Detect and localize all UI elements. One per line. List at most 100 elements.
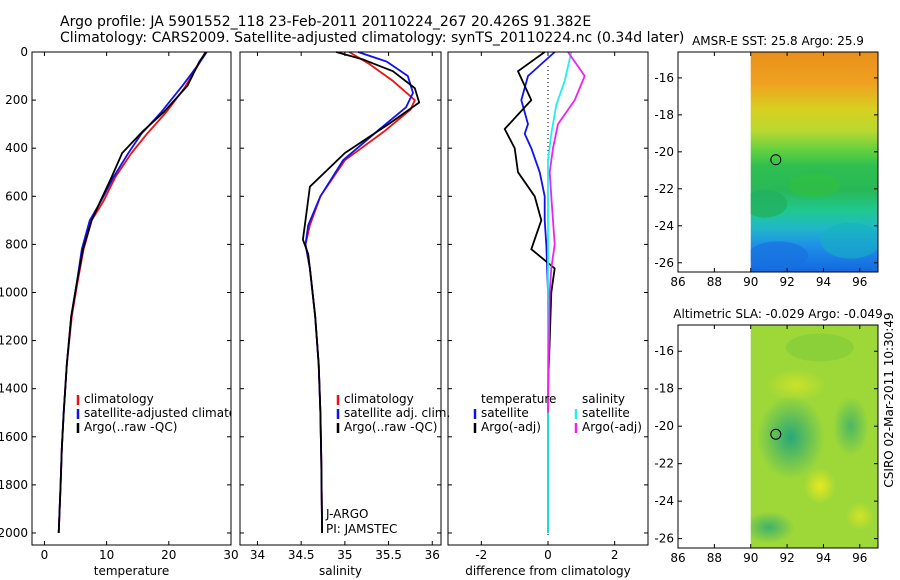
x-axis-label: temperature xyxy=(94,564,169,578)
x-tick-label: 10 xyxy=(99,548,114,562)
sla-low-eddy xyxy=(756,395,825,480)
x-tick-label: 0 xyxy=(41,548,49,562)
x-tick-label: 90 xyxy=(743,551,758,565)
y-tick-label: -24 xyxy=(654,219,674,233)
series-argo-raw-qc- xyxy=(57,51,207,534)
x-tick-label: 20 xyxy=(161,548,176,562)
difference-legend-temp-label: Argo(-adj) xyxy=(481,420,541,434)
x-tick-label: 2 xyxy=(611,548,619,562)
map-frame xyxy=(677,51,879,273)
y-tick-label: -16 xyxy=(654,344,674,358)
difference-legend-sal-label: Argo(-adj) xyxy=(582,420,642,434)
difference-legend-sal-label: satellite xyxy=(582,406,630,420)
y-tick-label: 600 xyxy=(5,189,28,203)
sst-anomaly xyxy=(820,222,879,259)
x-tick-label: 0 xyxy=(544,548,552,562)
x-tick-label: 30 xyxy=(223,548,238,562)
y-tick-label: -24 xyxy=(654,494,674,508)
salinity-legend-label: Argo(..raw -QC) xyxy=(344,420,437,434)
timestamp-text: CSIRO 02-Mar-2011 10:30:49 xyxy=(882,312,896,488)
argo-float-marker xyxy=(770,154,782,166)
x-tick-label: 94 xyxy=(816,551,831,565)
sla-band xyxy=(785,333,854,362)
difference-legend: temperaturesatelliteArgo(-adj)salinitysa… xyxy=(473,392,642,434)
axes-frame xyxy=(31,51,232,546)
y-tick-label: -26 xyxy=(654,532,674,546)
map-title: Altimetric SLA: -0.029 Argo: -0.049 xyxy=(673,307,882,321)
axes-frame xyxy=(239,51,442,546)
series-argo-raw-qc- xyxy=(301,51,421,534)
x-tick-label: 92 xyxy=(779,275,794,289)
series-salinity-argo-adj- xyxy=(547,51,586,413)
x-tick-label: 88 xyxy=(707,275,722,289)
difference-legend-heading: salinity xyxy=(582,392,625,406)
temperature-legend-label: Argo(..raw -QC) xyxy=(84,420,177,434)
difference-legend-heading: temperature xyxy=(481,392,556,406)
y-tick-label: -26 xyxy=(654,256,674,270)
x-tick-label: 86 xyxy=(670,551,685,565)
salinity-profile: 34 34.5 35 35.5 36 salinity xyxy=(239,51,442,578)
x-tick-label: 36 xyxy=(425,548,440,562)
float-program-label: J-ARGO xyxy=(325,507,368,521)
y-tick-label: 1000 xyxy=(0,285,28,299)
y-tick-label: 1600 xyxy=(0,430,28,444)
sst-anomaly xyxy=(750,189,788,218)
sla-low-eddy xyxy=(750,511,795,544)
sla-high-eddy xyxy=(845,502,874,531)
y-tick-label: -18 xyxy=(654,382,674,396)
x-tick-label: 92 xyxy=(779,551,794,565)
y-tick-label: -18 xyxy=(654,108,674,122)
salinity-legend-label: climatology xyxy=(344,392,414,406)
temperature-legend-label: climatology xyxy=(84,392,154,406)
principal-investigator-label: PI: JAMSTEC xyxy=(326,522,397,536)
x-tick-label: 34.5 xyxy=(288,548,315,562)
x-tick-label: 94 xyxy=(816,275,831,289)
temperature-legend-label: satellite-adjusted climatology xyxy=(84,406,262,420)
sst-anomaly xyxy=(788,173,841,198)
plot-title-line-2: Climatology: CARS2009. Satellite-adjuste… xyxy=(60,30,685,46)
x-tick-label: 35.5 xyxy=(375,548,402,562)
y-tick-label: -20 xyxy=(654,419,674,433)
x-tick-label: 35 xyxy=(337,548,352,562)
difference-profile: -2 0 2 difference from climatology xyxy=(447,51,649,578)
x-tick-label: 96 xyxy=(852,551,867,565)
sst-map: AMSR-E SST: 25.8 Argo: 25.9 86 88 90 92 94 96 -… xyxy=(654,34,879,289)
sla-high-eddy xyxy=(803,468,836,505)
x-axis-label: salinity xyxy=(319,564,362,578)
sla-high-eddy xyxy=(766,368,827,401)
sst-anomaly xyxy=(750,241,808,270)
x-tick-label: 90 xyxy=(743,275,758,289)
y-tick-label: 400 xyxy=(5,141,28,155)
plot-title-line-1: Argo profile: JA 5901552_118 23-Feb-2011… xyxy=(60,14,592,30)
series-satellite-adjusted-climatology xyxy=(57,51,208,534)
y-tick-label: 0 xyxy=(20,45,28,59)
y-tick-label: 800 xyxy=(5,237,28,251)
x-tick-label: 34 xyxy=(250,548,265,562)
sst-field-detail xyxy=(750,173,879,270)
map-frame xyxy=(677,324,879,549)
y-tick-label: -22 xyxy=(654,457,674,471)
x-tick-label: 96 xyxy=(852,275,867,289)
y-tick-label: -22 xyxy=(654,182,674,196)
x-tick-label: 86 xyxy=(670,275,685,289)
y-tick-label: 1800 xyxy=(0,478,28,492)
temperature-profile: 0 10 20 30 temperature 0 200 400 600 800 1000 1200 1… xyxy=(0,45,239,578)
sla-map: Altimetric SLA: -0.029 Argo: -0.049 86 88 9… xyxy=(654,307,882,565)
y-tick-label: -16 xyxy=(654,71,674,85)
map-title: AMSR-E SST: 25.8 Argo: 25.9 xyxy=(692,34,864,48)
difference-legend-temp-label: satellite xyxy=(481,406,529,420)
sla-field-detail xyxy=(750,333,874,544)
y-tick-label: -20 xyxy=(654,145,674,159)
sla-low-eddy xyxy=(832,396,869,457)
salinity-legend-label: satellite adj. clim. xyxy=(344,406,450,420)
x-tick-label: 88 xyxy=(707,551,722,565)
series-climatology xyxy=(57,51,207,534)
y-tick-label: 1400 xyxy=(0,382,28,396)
y-tick-label: 2000 xyxy=(0,526,28,540)
x-tick-label: -2 xyxy=(475,548,487,562)
y-tick-label: 1200 xyxy=(0,334,28,348)
y-tick-label: 200 xyxy=(5,93,28,107)
